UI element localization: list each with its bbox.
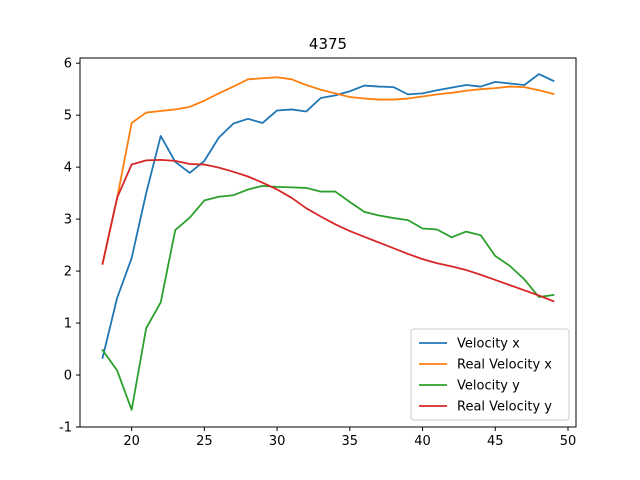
y-tick-label: 2	[64, 265, 72, 280]
x-tick-label: 35	[342, 434, 359, 449]
y-tick-label: 4	[64, 161, 72, 176]
y-tick-label: 3	[64, 213, 72, 228]
x-tick-label: 30	[269, 434, 286, 449]
axes-frame	[79, 57, 577, 428]
x-tick-label: 20	[123, 434, 140, 449]
x-tick-label: 25	[196, 434, 213, 449]
series-line-0	[101, 73, 555, 359]
legend-label-2: Velocity y	[457, 379, 520, 394]
x-tick-label: 50	[560, 434, 577, 449]
series-line-2	[101, 184, 555, 411]
y-tick-label: 0	[64, 369, 72, 384]
y-tick-label: -1	[59, 421, 72, 436]
legend-label-3: Real Velocity y	[457, 400, 552, 415]
y-tick-label: 1	[64, 317, 72, 332]
y-tick-label: 6	[64, 57, 72, 72]
chart-title: 4375	[309, 35, 347, 53]
legend-label-0: Velocity x	[457, 337, 520, 352]
x-tick-label: 45	[487, 434, 504, 449]
y-tick-label: 5	[64, 109, 72, 124]
legend: Velocity x Real Velocity x Velocity y Real …	[410, 328, 570, 421]
x-tick-label: 40	[414, 434, 431, 449]
series-line-1	[101, 76, 555, 265]
legend-box	[410, 328, 570, 421]
series-line-3	[101, 158, 555, 303]
legend-label-1: Real Velocity x	[457, 358, 552, 373]
plot-area	[101, 73, 555, 411]
